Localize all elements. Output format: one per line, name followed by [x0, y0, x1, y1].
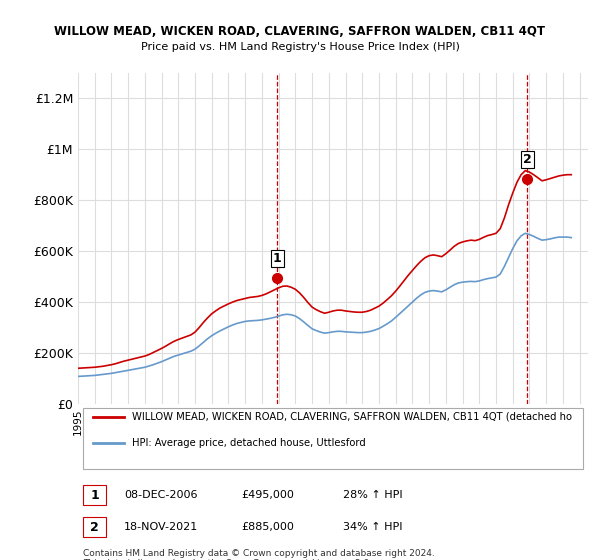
Text: 28% ↑ HPI: 28% ↑ HPI [343, 490, 403, 500]
Text: HPI: Average price, detached house, Uttlesford: HPI: Average price, detached house, Uttl… [131, 438, 365, 448]
Text: 1: 1 [273, 252, 281, 265]
Text: WILLOW MEAD, WICKEN ROAD, CLAVERING, SAFFRON WALDEN, CB11 4QT (detached ho: WILLOW MEAD, WICKEN ROAD, CLAVERING, SAF… [131, 412, 572, 422]
Text: WILLOW MEAD, WICKEN ROAD, CLAVERING, SAFFRON WALDEN, CB11 4QT: WILLOW MEAD, WICKEN ROAD, CLAVERING, SAF… [55, 25, 545, 38]
Text: 2: 2 [91, 521, 99, 534]
Text: 18-NOV-2021: 18-NOV-2021 [124, 522, 198, 532]
Text: 1: 1 [91, 489, 99, 502]
Text: 34% ↑ HPI: 34% ↑ HPI [343, 522, 403, 532]
Text: 08-DEC-2006: 08-DEC-2006 [124, 490, 197, 500]
Text: Price paid vs. HM Land Registry's House Price Index (HPI): Price paid vs. HM Land Registry's House … [140, 42, 460, 52]
Text: 2: 2 [523, 153, 532, 166]
FancyBboxPatch shape [83, 517, 106, 537]
Text: £885,000: £885,000 [241, 522, 294, 532]
FancyBboxPatch shape [83, 408, 583, 469]
Text: £495,000: £495,000 [241, 490, 294, 500]
Text: Contains HM Land Registry data © Crown copyright and database right 2024.
This d: Contains HM Land Registry data © Crown c… [83, 549, 435, 560]
FancyBboxPatch shape [83, 485, 106, 505]
